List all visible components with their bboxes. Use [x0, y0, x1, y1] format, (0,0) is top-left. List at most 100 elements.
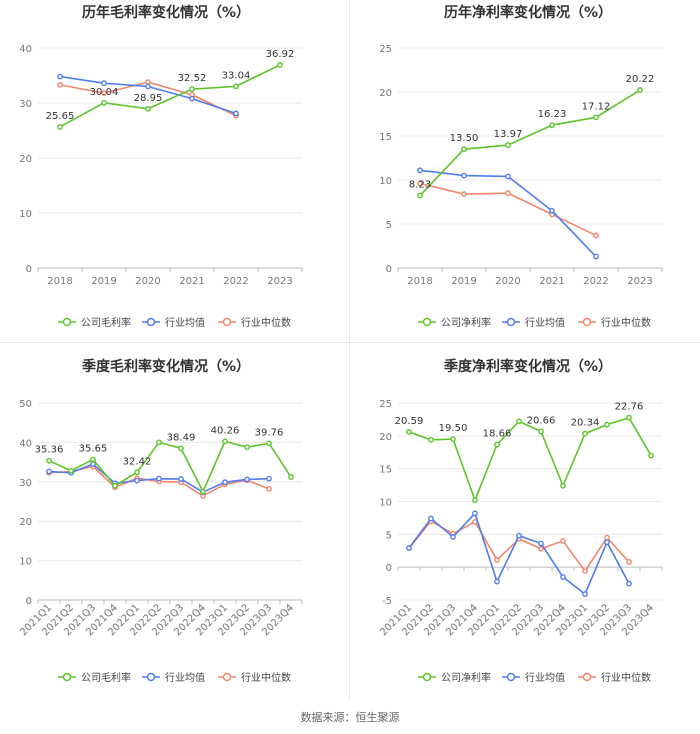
- data-point: [450, 436, 456, 443]
- data-point: [549, 207, 555, 214]
- data-point: [472, 510, 478, 517]
- y-tick-label: 20: [379, 88, 392, 99]
- x-tick-label: 2023: [627, 276, 652, 287]
- legend-marker: [146, 672, 156, 682]
- data-point: [461, 172, 467, 179]
- chart-1: 历年毛利率变化情况（%） 0 10 20 30 40 2018 2019 2020 2021 202…: [19, 4, 303, 329]
- chart-4: 季度净利率变化情况（%）-505101520252021Q12021Q22021…: [378, 358, 663, 684]
- data-point: [428, 515, 434, 522]
- data-point: [417, 192, 423, 199]
- data-point: [461, 191, 467, 197]
- x-tick-label: 2018: [407, 276, 432, 287]
- data-label: 33.04: [222, 70, 251, 81]
- y-tick-label: 40: [19, 438, 32, 449]
- y-tick-label: 50: [19, 399, 32, 410]
- horizontal-divider: [0, 342, 700, 343]
- data-label: 20.34: [571, 418, 600, 429]
- legend-label: 公司净利率: [441, 671, 491, 684]
- data-point: [648, 452, 654, 459]
- legend-label: 公司毛利率: [81, 671, 131, 684]
- data-label: 38.49: [167, 432, 196, 443]
- data-point: [538, 540, 544, 547]
- legend-marker: [506, 317, 516, 327]
- data-label: 20.22: [626, 74, 655, 85]
- data-point: [156, 439, 162, 446]
- y-tick-label: 5: [386, 530, 392, 541]
- chart-title: 季度净利率变化情况（%）: [443, 358, 612, 375]
- data-point: [582, 591, 588, 597]
- y-tick-label: 30: [19, 478, 32, 489]
- y-tick-label: 20: [19, 517, 32, 528]
- data-source-footer: 数据来源：恒生聚源: [300, 711, 400, 724]
- data-point: [604, 539, 610, 546]
- data-point: [222, 479, 228, 486]
- y-tick-label: 10: [19, 209, 32, 220]
- y-tick-label: 10: [379, 176, 392, 187]
- data-point: [494, 578, 500, 585]
- y-tick-label: 15: [379, 132, 392, 143]
- data-label: 25.65: [46, 111, 75, 122]
- data-point: [266, 485, 272, 492]
- data-label: 28.95: [134, 93, 163, 104]
- series-line-0: [48, 440, 292, 494]
- legend-label: 行业均值: [165, 671, 205, 684]
- y-tick-label: 0: [386, 563, 392, 574]
- legend-label: 行业均值: [525, 671, 565, 684]
- chart-title: 季度毛利率变化情况（%）: [81, 358, 250, 375]
- data-point: [461, 146, 467, 153]
- data-point: [57, 81, 63, 88]
- legend-marker: [582, 317, 592, 327]
- legend-item: 公司毛利率: [58, 671, 131, 684]
- x-tick-label: 2020: [495, 276, 520, 287]
- vertical-divider: [349, 0, 350, 700]
- data-point: [582, 430, 588, 437]
- data-label: 8.23: [409, 180, 431, 191]
- legend-item: 公司净利率: [418, 316, 491, 329]
- data-point: [626, 559, 632, 565]
- series-line-1: [419, 169, 597, 258]
- legend-item: 行业中位数: [218, 316, 291, 329]
- data-label: 16.23: [538, 109, 567, 120]
- y-tick-label: 0: [386, 264, 392, 275]
- y-tick-label: -5: [382, 596, 392, 607]
- data-label: 32.52: [178, 73, 207, 84]
- y-tick-label: 0: [26, 596, 32, 607]
- y-tick-label: 15: [379, 465, 392, 476]
- y-tick-label: 10: [379, 498, 392, 509]
- data-point: [604, 421, 610, 428]
- data-point: [593, 253, 599, 260]
- y-tick-label: 25: [379, 399, 392, 410]
- data-point: [178, 445, 184, 452]
- data-point: [417, 167, 423, 174]
- legend-marker: [62, 672, 72, 682]
- legend-item: 行业均值: [142, 671, 205, 684]
- data-point: [626, 580, 632, 587]
- legend-marker: [422, 317, 432, 327]
- data-point: [57, 124, 63, 130]
- y-tick-label: 0: [26, 264, 32, 275]
- data-point: [604, 534, 610, 541]
- legend-item: 行业中位数: [578, 316, 651, 329]
- data-point: [538, 545, 544, 552]
- legend-marker: [582, 672, 592, 682]
- data-point: [57, 73, 63, 80]
- legend-marker: [62, 317, 72, 327]
- data-point: [428, 436, 434, 443]
- legend-marker: [222, 672, 232, 682]
- legend-item: 公司毛利率: [58, 316, 131, 329]
- x-tick-label: 2021: [179, 276, 204, 287]
- legend-item: 行业均值: [142, 316, 205, 329]
- data-point: [178, 476, 184, 482]
- x-tick-label: 2018: [47, 276, 72, 287]
- data-point: [417, 180, 423, 187]
- legend-label: 行业中位数: [601, 316, 651, 329]
- legend-marker: [146, 317, 156, 327]
- legend-item: 公司净利率: [418, 671, 491, 684]
- data-point: [266, 475, 272, 482]
- data-label: 32.42: [123, 456, 152, 467]
- data-point: [222, 438, 228, 445]
- data-point: [406, 429, 412, 435]
- data-point: [560, 574, 566, 580]
- y-tick-label: 5: [386, 220, 392, 231]
- legend-label: 公司毛利率: [81, 316, 131, 329]
